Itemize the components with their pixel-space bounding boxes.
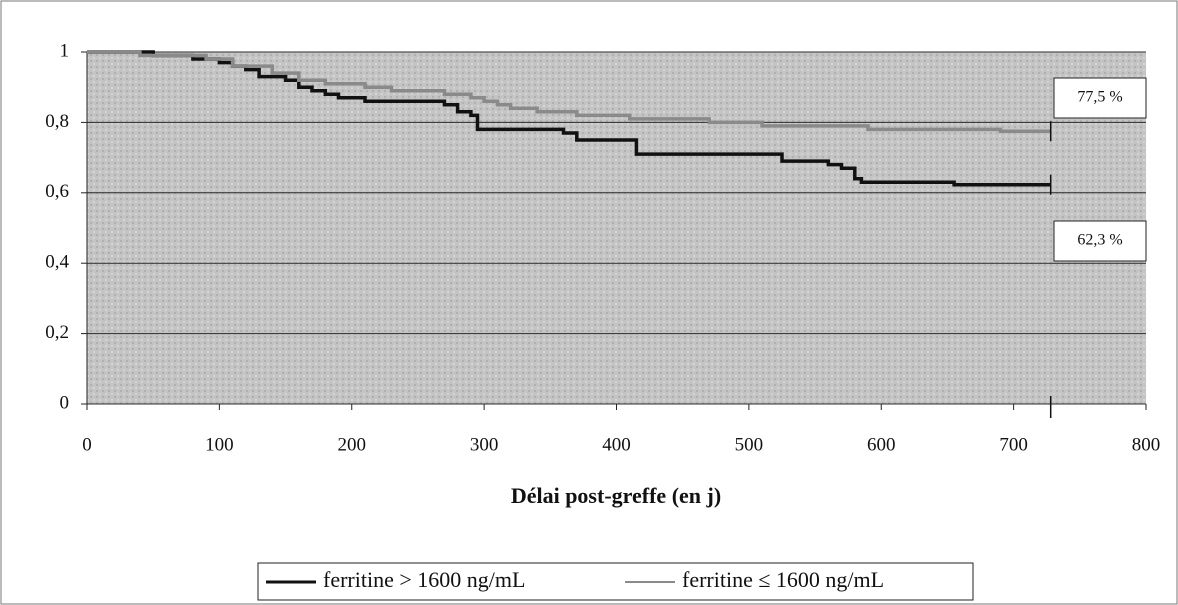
annotation-box <box>1053 77 1147 119</box>
x-tick-label: 0 <box>82 434 92 455</box>
x-tick-label: 600 <box>867 434 896 455</box>
y-tick-label: 0 <box>60 392 70 413</box>
x-axis-title: Délai post-greffe (en j) <box>511 483 721 508</box>
x-tick-label: 200 <box>338 434 367 455</box>
legend-label: ferritine ≤ 1600 ng/mL <box>682 567 884 592</box>
y-tick-label: 1 <box>60 40 70 61</box>
plot-area <box>87 52 1146 404</box>
y-tick-label: 0,6 <box>45 181 69 202</box>
x-tick-label: 300 <box>470 434 499 455</box>
annotation-box <box>1053 220 1147 262</box>
legend <box>257 562 974 601</box>
y-tick-label: 0,4 <box>45 252 69 273</box>
annotation: 77,5 % <box>1077 89 1122 106</box>
y-tick-label: 0,8 <box>45 111 69 132</box>
x-tick-label: 800 <box>1132 434 1161 455</box>
x-tick-label: 700 <box>999 434 1028 455</box>
y-tick-label: 0,2 <box>45 322 69 343</box>
annotation: 62,3 % <box>1077 232 1122 249</box>
x-tick-label: 100 <box>205 434 234 455</box>
survival-curve <box>87 50 1051 133</box>
x-tick-label: 500 <box>735 434 764 455</box>
legend-label: ferritine > 1600 ng/mL <box>323 567 525 592</box>
x-tick-label: 400 <box>602 434 631 455</box>
